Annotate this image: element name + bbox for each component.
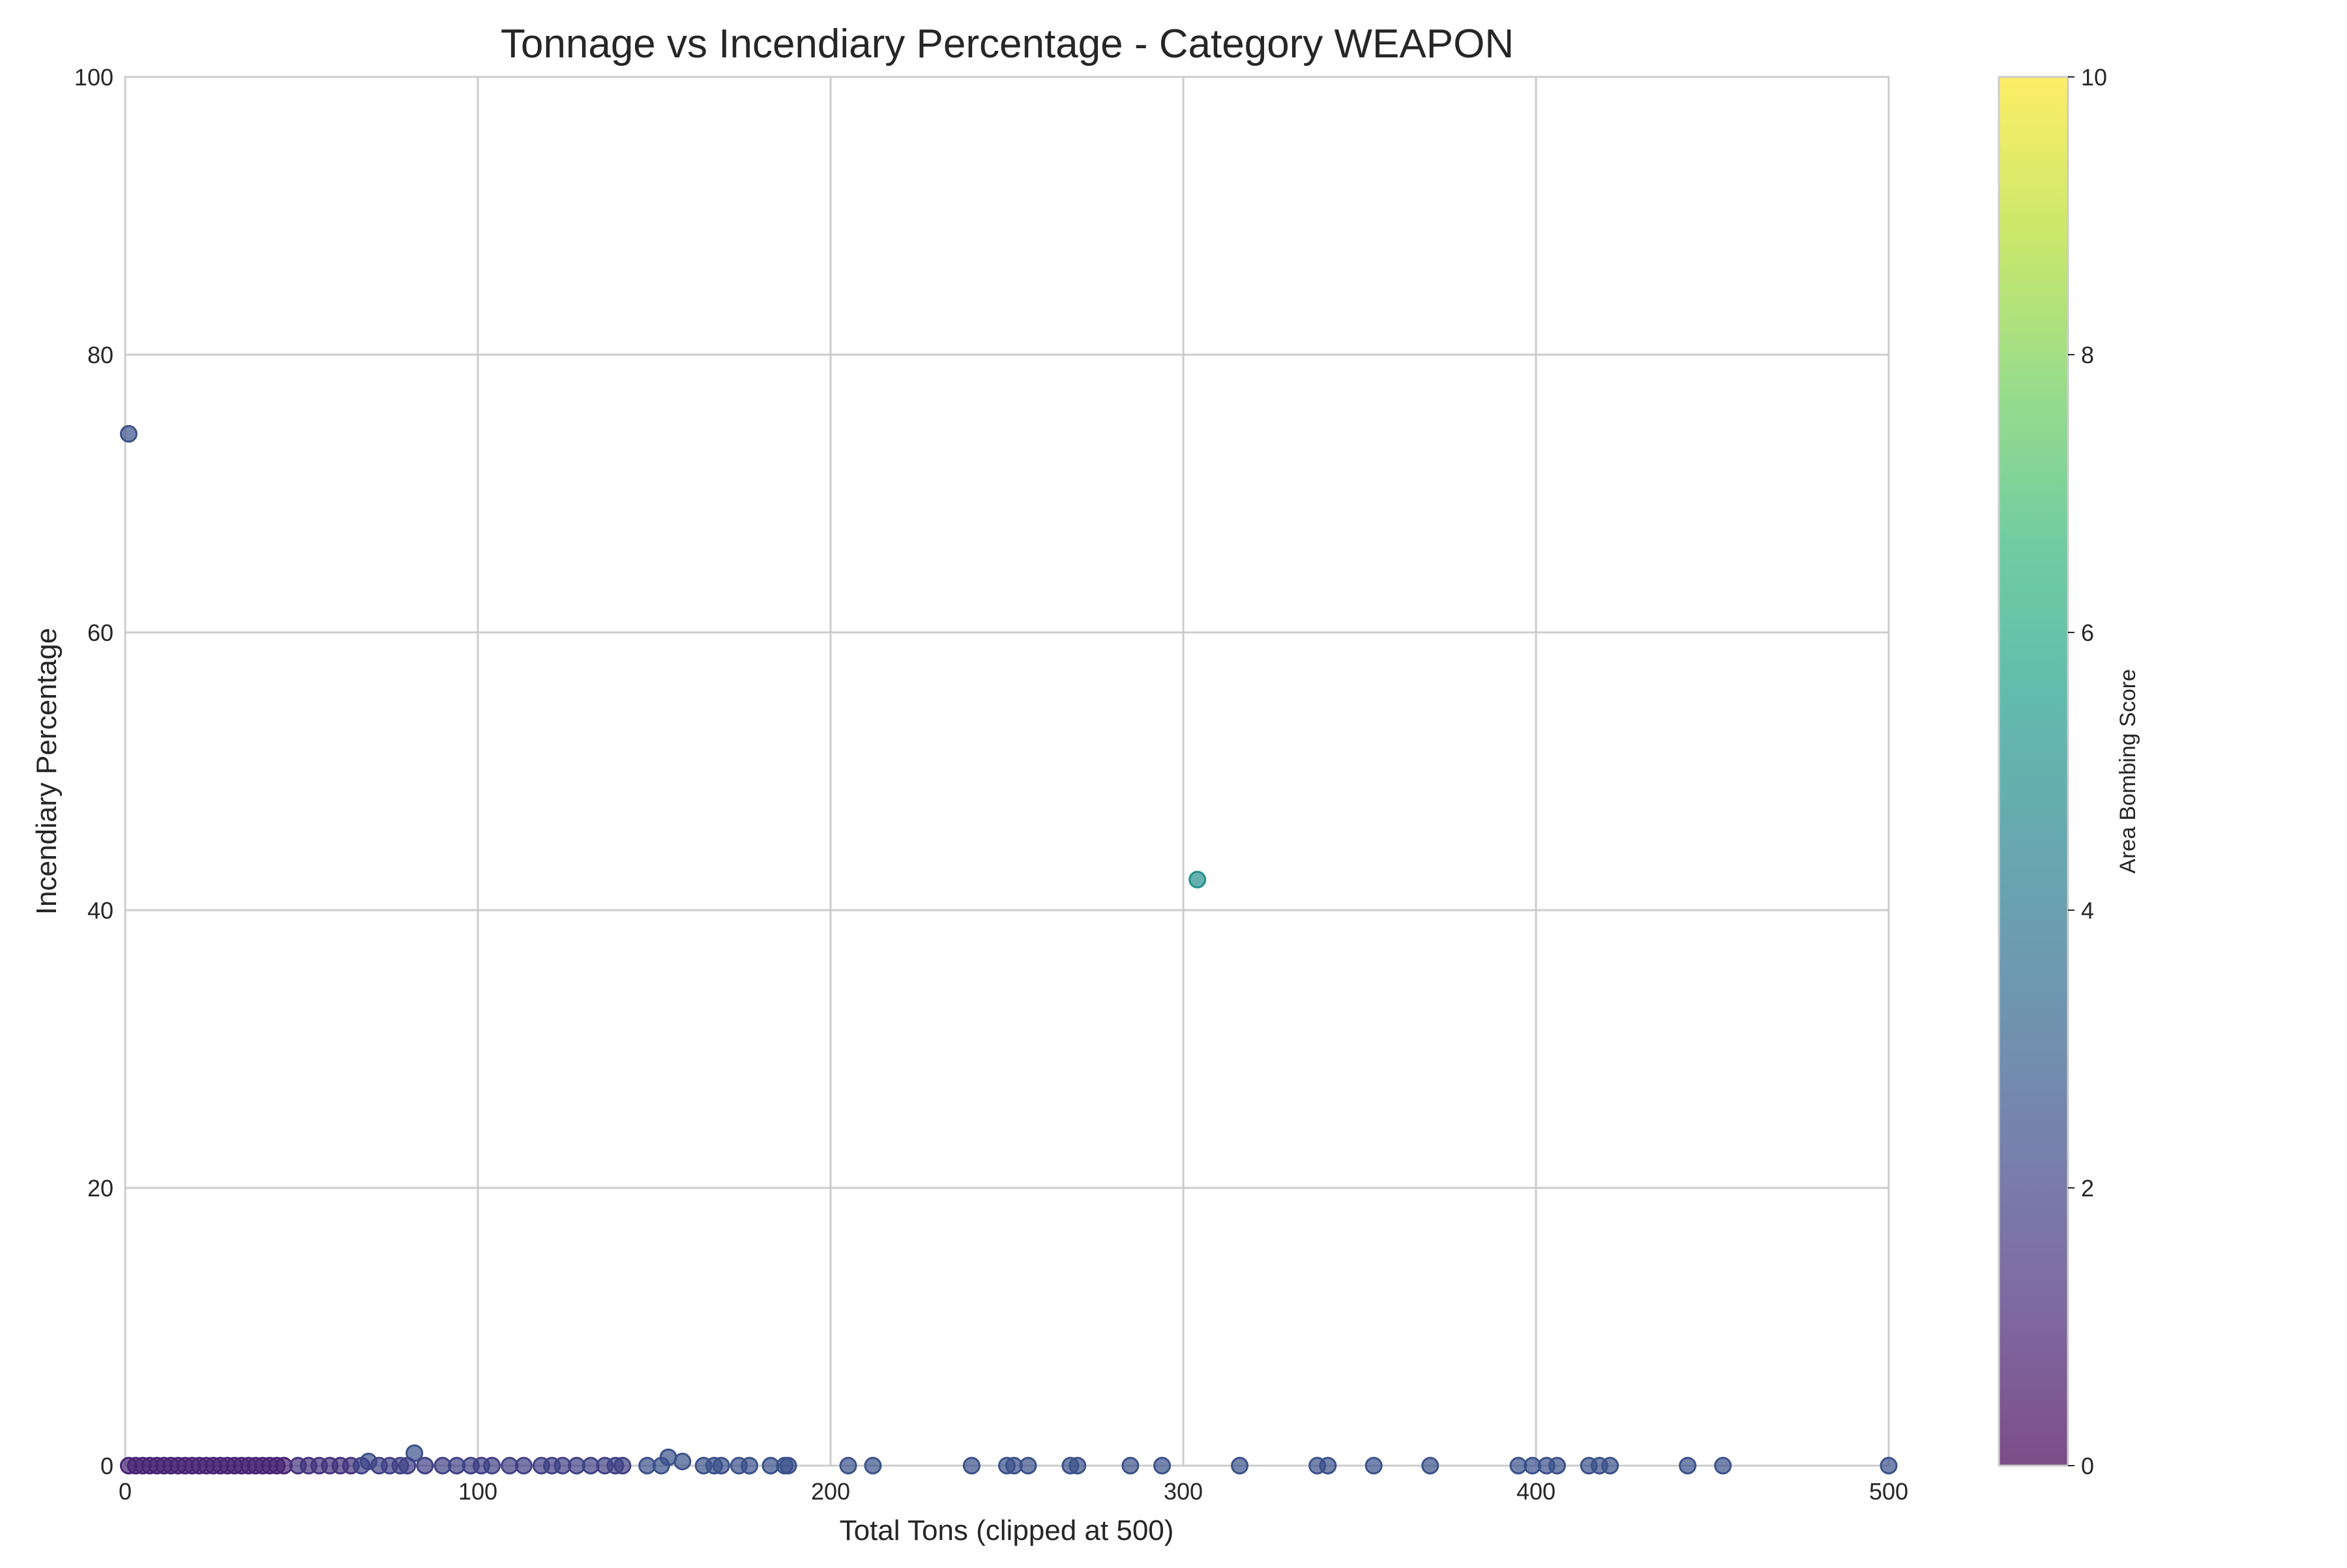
data-point xyxy=(1121,1457,1140,1475)
data-point xyxy=(1421,1457,1439,1475)
y-tick-label: 0 xyxy=(100,1453,113,1479)
data-point xyxy=(1231,1457,1249,1475)
data-point xyxy=(1319,1457,1337,1475)
data-point xyxy=(1153,1457,1172,1475)
x-tick-label: 100 xyxy=(458,1478,497,1505)
data-point xyxy=(514,1457,533,1475)
data-point xyxy=(1714,1457,1732,1475)
data-point xyxy=(1679,1457,1697,1475)
data-point xyxy=(673,1453,692,1471)
data-point xyxy=(1601,1457,1619,1475)
x-axis-label: Total Tons (clipped at 500) xyxy=(840,1515,1174,1546)
data-point xyxy=(1069,1457,1087,1475)
x-tick-label: 400 xyxy=(1516,1478,1556,1505)
y-tick-labels: 0 20 40 60 80 100 xyxy=(74,64,113,1479)
data-point xyxy=(416,1457,434,1475)
data-point xyxy=(352,1457,370,1475)
x-tick-label: 300 xyxy=(1164,1478,1203,1505)
data-point xyxy=(712,1457,730,1475)
data-point xyxy=(652,1457,670,1475)
colorbar-tick-label: 10 xyxy=(2081,64,2107,91)
colorbar-tick-label: 8 xyxy=(2081,342,2094,368)
data-point xyxy=(1365,1457,1383,1475)
colorbar-label: Area Bombing Score xyxy=(2116,669,2140,874)
data-point xyxy=(1880,1457,1898,1475)
colorbar-ticks: 0 2 4 6 8 10 xyxy=(2068,64,2107,1479)
x-tick-label: 200 xyxy=(811,1478,850,1505)
data-point xyxy=(613,1457,632,1475)
y-tick-label: 60 xyxy=(87,619,113,646)
colorbar-tick-label: 6 xyxy=(2081,619,2094,646)
data-points xyxy=(119,424,1898,1475)
y-tick-label: 80 xyxy=(87,342,113,368)
data-point xyxy=(839,1457,857,1475)
data-point xyxy=(483,1457,501,1475)
data-point xyxy=(1548,1457,1566,1475)
data-point xyxy=(1188,870,1207,889)
colorbar-tick-label: 2 xyxy=(2081,1175,2094,1202)
data-point xyxy=(119,424,138,443)
colorbar-tick-label: 4 xyxy=(2081,897,2094,924)
data-point xyxy=(398,1457,417,1475)
y-tick-label: 20 xyxy=(87,1175,113,1202)
data-point xyxy=(962,1457,981,1475)
y-tick-label: 100 xyxy=(74,64,113,91)
colorbar xyxy=(1999,77,2068,1466)
chart-title: Tonnage vs Incendiary Percentage - Categ… xyxy=(501,22,1514,67)
y-tick-label: 40 xyxy=(87,897,113,924)
colorbar-tick-label: 0 xyxy=(2081,1453,2094,1479)
x-tick-labels: 0 100 200 300 400 500 xyxy=(119,1478,1908,1505)
data-point xyxy=(864,1457,882,1475)
x-tick-label: 500 xyxy=(1869,1478,1908,1505)
data-point xyxy=(779,1457,797,1475)
x-tick-label: 0 xyxy=(119,1478,132,1505)
data-point xyxy=(741,1457,759,1475)
y-axis-label: Incendiary Percentage xyxy=(31,628,63,915)
data-point xyxy=(1019,1457,1037,1475)
plot-area xyxy=(125,77,1889,1466)
colorbar-frame xyxy=(1998,76,2069,1467)
